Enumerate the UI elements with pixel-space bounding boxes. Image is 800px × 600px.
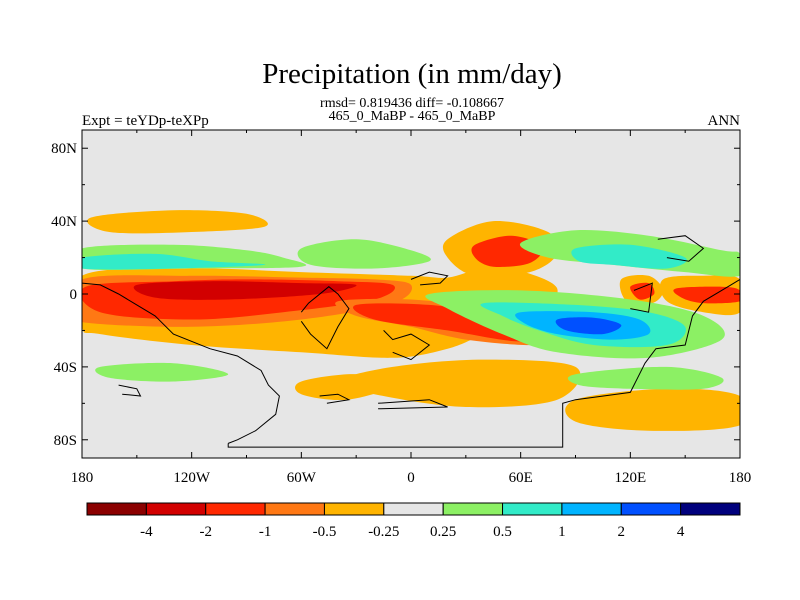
colorbar-box: [620, 502, 682, 516]
colorbar-label: -0.25: [368, 524, 399, 540]
colorbar-box: [680, 502, 741, 516]
experiment-label: Expt = teYDp-teXPp: [82, 113, 209, 129]
coastline: [118, 384, 142, 397]
y-tick-label: 40N: [51, 214, 77, 230]
colorbar-box: [383, 502, 444, 516]
colorbar-label: -4: [140, 524, 153, 540]
coastline: [657, 235, 705, 262]
colorbar-label: 0.5: [493, 524, 512, 540]
coastline: [300, 286, 350, 350]
colorbar-label: -1: [259, 524, 272, 540]
precip-region: [673, 286, 740, 304]
x-tick-label: 120W: [173, 470, 211, 486]
y-tick-label: 80N: [51, 141, 77, 157]
coastline: [630, 282, 653, 313]
coastline: [383, 330, 431, 361]
x-tick-label: 60W: [287, 470, 317, 486]
x-tick-label: 120E: [614, 470, 646, 486]
coastline: [319, 393, 351, 404]
stats-label: rmsd= 0.819436 diff= -0.108667: [320, 96, 504, 111]
y-tick-label: 80S: [54, 433, 77, 449]
season-label: ANN: [708, 113, 741, 129]
colorbar-box: [205, 502, 266, 516]
colorbar: -4 -2 -1 -0.5 -0.25 0.25 0.5 1 2 4: [86, 502, 741, 540]
y-tick-label: 40S: [54, 360, 77, 376]
x-tick-label: 180: [71, 470, 94, 486]
colorbar-box: [323, 502, 385, 516]
precip-region: [565, 388, 740, 431]
colorbar-label: -0.5: [313, 524, 337, 540]
precip-region: [567, 366, 724, 390]
precipitation-field: [82, 210, 740, 431]
coastline: [227, 278, 740, 448]
axes: 180 120W 60W 0 60E 120E 180 80N 40N 0 40S 80S: [51, 130, 751, 486]
precip-region: [337, 359, 581, 408]
precip-region: [630, 282, 655, 300]
colorbar-box: [145, 502, 207, 516]
colorbar-box: [442, 502, 504, 516]
chart-title: Precipitation (in mm/day): [262, 58, 562, 90]
coastlines: [82, 235, 740, 448]
coastline: [378, 399, 448, 410]
precip-region: [555, 317, 622, 335]
colorbar-box: [86, 502, 147, 516]
precip-region: [133, 281, 357, 300]
y-tick-label: 0: [70, 287, 78, 303]
colorbar-box: [561, 502, 622, 516]
colorbar-box: [502, 502, 563, 516]
colorbar-label: -2: [199, 524, 212, 540]
x-tick-label: 0: [407, 470, 415, 486]
coastline: [82, 282, 280, 444]
x-tick-label: 60E: [509, 470, 533, 486]
x-tick-label: 180: [729, 470, 752, 486]
coastline: [410, 271, 449, 286]
precip-region: [87, 210, 268, 234]
precip-region: [82, 253, 266, 270]
colorbar-label: 4: [677, 524, 685, 540]
precip-region: [571, 244, 687, 269]
colorbar-label: 2: [618, 524, 626, 540]
colorbar-box: [264, 502, 325, 516]
precip-region: [95, 362, 229, 382]
colorbar-label: 0.25: [430, 524, 456, 540]
case-label: 465_0_MaBP - 465_0_MaBP: [329, 109, 496, 124]
colorbar-label: 1: [558, 524, 566, 540]
precip-region: [295, 374, 393, 401]
precip-region: [297, 239, 431, 269]
